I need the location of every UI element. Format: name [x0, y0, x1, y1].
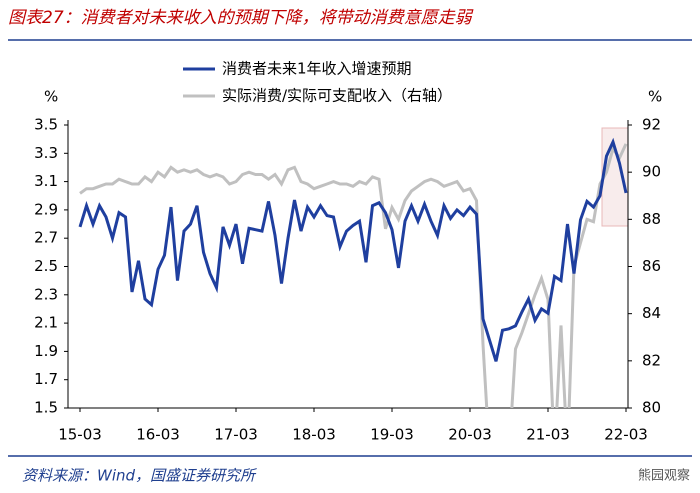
x-tick-label: 18-03 — [292, 426, 336, 444]
x-tick-label: 19-03 — [370, 426, 414, 444]
x-tick-label: 20-03 — [448, 426, 492, 444]
y2-tick-label: 82 — [642, 351, 661, 369]
series-line — [78, 137, 628, 362]
highlight-box — [601, 127, 629, 227]
series-line — [79, 143, 628, 408]
y-tick-label: 1.5 — [34, 399, 58, 417]
y2-tick-label: 88 — [642, 210, 661, 228]
watermark: 熊园观察 — [638, 468, 690, 484]
x-tick-label: 21-03 — [526, 426, 570, 444]
y-unit: % — [44, 88, 58, 106]
chart-title: 图表27：消费者对未来收入的预期下降，将带动消费意愿走弱 — [8, 8, 474, 28]
legend-label: 实际消费/实际可支配收入（右轴） — [222, 87, 452, 105]
y-tick-label: 3.5 — [34, 116, 58, 134]
y2-tick-label: 90 — [642, 163, 661, 181]
y-tick-label: 2.9 — [34, 200, 58, 218]
y-tick-label: 2.5 — [34, 257, 58, 275]
y-tick-label: 1.9 — [34, 342, 58, 360]
x-tick-label: 16-03 — [136, 426, 180, 444]
x-tick-label: 15-03 — [58, 426, 102, 444]
y2-tick-label: 80 — [642, 399, 661, 417]
y-tick-label: 2.1 — [34, 314, 58, 332]
y-tick-label: 2.7 — [34, 229, 58, 247]
y-tick-label: 1.7 — [34, 370, 58, 388]
y-tick-label: 3.1 — [34, 172, 58, 190]
y-tick-label: 2.3 — [34, 285, 58, 303]
y2-tick-label: 86 — [642, 257, 661, 275]
y2-tick-label: 84 — [642, 304, 661, 322]
x-tick-label: 22-03 — [604, 426, 648, 444]
x-tick-label: 17-03 — [214, 426, 258, 444]
y2-unit: % — [648, 88, 662, 106]
y2-tick-label: 92 — [642, 116, 661, 134]
legend-label: 消费者未来1年收入增速预期 — [222, 60, 412, 78]
y-tick-label: 3.3 — [34, 144, 58, 162]
source: 资料来源：Wind，国盛证券研究所 — [22, 467, 257, 485]
